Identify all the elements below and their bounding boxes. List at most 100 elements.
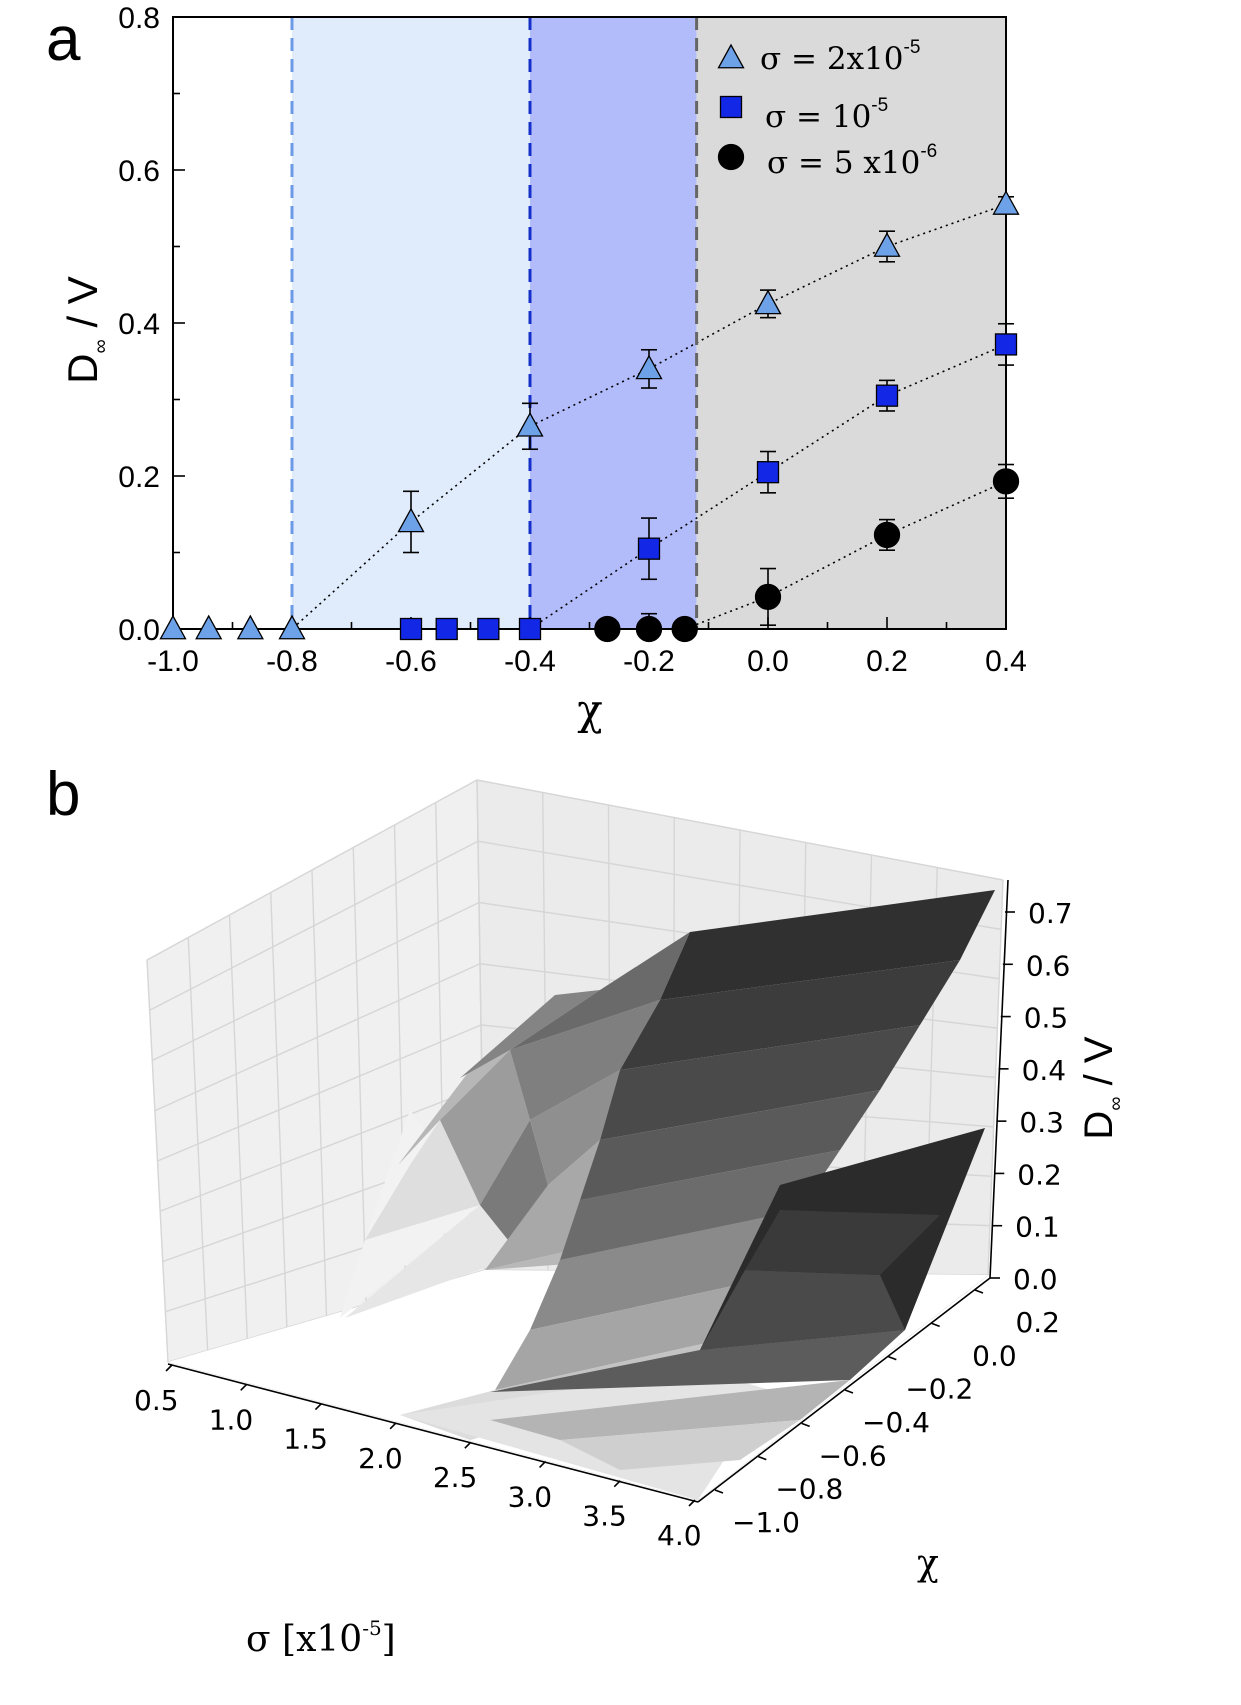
sigma-tick (314, 1403, 322, 1411)
triangle-point (873, 232, 901, 257)
sigma-tick (389, 1422, 397, 1430)
x-tick-label: -1.0 (147, 645, 199, 678)
panel-b-chi-axis-title: χ (917, 1543, 939, 1584)
surface-facet (530, 1070, 620, 1185)
triangle-point (516, 411, 544, 437)
triangle-point (195, 614, 223, 640)
panel-b-sigma-axis-title: σ [x10-5] (246, 1616, 396, 1660)
triangle-point (992, 190, 1020, 215)
chi-tick (844, 1389, 854, 1394)
surface-facet (620, 960, 960, 1070)
sigma-tick (539, 1460, 547, 1468)
surface-facet (660, 890, 995, 1000)
chi-tick (888, 1355, 897, 1361)
legend-marker-triangle (717, 43, 745, 69)
square-point (756, 461, 780, 484)
panel-b-tick-marks (165, 911, 1015, 1507)
panel-a-y-tick-labels: 0.0 0.2 0.4 0.6 0.8 (118, 2, 160, 647)
chi-tick (714, 1489, 724, 1494)
grid-line (146, 779, 478, 961)
legend-marker-square (719, 95, 743, 119)
d-tick-label: 0.4 (1022, 1054, 1067, 1087)
surface-facet (580, 1090, 880, 1200)
x-tick-label: -0.8 (266, 645, 318, 678)
surface-facet (495, 1280, 760, 1390)
sigma-tick-label: 3.0 (508, 1480, 553, 1513)
x-tick-label: -0.6 (385, 645, 437, 678)
y-tick-label: 0.0 (118, 614, 160, 647)
circle-point (992, 468, 1020, 495)
triangle-point (278, 614, 306, 640)
surface-facet (460, 990, 600, 1078)
chi-tick (931, 1322, 940, 1328)
panel-a-legend: σ = 2x10-5 σ = 10-5 σ = 5 x10-6 (717, 37, 937, 181)
chi-tick-label: −0.6 (819, 1439, 887, 1472)
panel-a-y-axis-title: D∞ / V (59, 276, 112, 384)
surface-facet (560, 1420, 800, 1470)
surface-facet (510, 1000, 660, 1120)
y-tick-label: 0.4 (118, 308, 160, 341)
triangle-point (159, 614, 187, 640)
d-tick-label: 0.3 (1019, 1106, 1064, 1139)
x-tick-label: 0.2 (866, 645, 908, 678)
grid-line (157, 1024, 482, 1162)
grid-line (151, 901, 480, 1062)
square-point (399, 617, 423, 641)
circle-point (594, 615, 621, 643)
surface-facet (345, 1165, 522, 1318)
chi-tick-label: −0.4 (862, 1406, 930, 1439)
surface-facet (745, 1210, 940, 1275)
sigma-tick (240, 1383, 248, 1391)
square-point (994, 333, 1018, 356)
square-point (435, 617, 458, 641)
panel-b-sigma-tick-labels: 0.5 1.0 1.5 2.0 2.5 3.0 3.5 4.0 (134, 1384, 702, 1552)
y-tick-label: 0.8 (118, 2, 160, 35)
chi-tick-label: −1.0 (732, 1506, 800, 1539)
panel-a-x-axis-title: χ (577, 685, 602, 734)
panel-b-d-axis-title: D∞ / V (1077, 1036, 1127, 1139)
panel-b-chi-tick-labels: −1.0−0.8−0.6−0.4−0.20.00.2 (732, 1306, 1060, 1539)
circle-point (635, 615, 663, 643)
shaded-region-1 (530, 17, 697, 629)
square-point (637, 537, 661, 560)
surface-facet (490, 1380, 850, 1440)
panel-b-letter: b (46, 760, 80, 829)
surface-facet (530, 1210, 800, 1330)
x-tick-label: 0.0 (747, 645, 789, 678)
chi-tick (801, 1422, 810, 1428)
surface-facet (560, 1150, 840, 1260)
sigma-axis-line (167, 1363, 699, 1503)
triangle-point (236, 614, 264, 640)
square-point (477, 617, 500, 641)
legend-marker-circle (717, 143, 745, 171)
x-tick-label: -0.4 (504, 645, 556, 678)
circle-point (754, 583, 782, 611)
sigma-tick-label: 1.5 (283, 1423, 328, 1456)
panel-a-data-points (159, 190, 1020, 643)
sigma-tick (688, 1499, 696, 1507)
surface-facet (490, 1330, 905, 1392)
surface-facet (365, 1120, 480, 1240)
surface-facet (600, 1025, 920, 1140)
grid-line (476, 779, 1004, 881)
grid-line (154, 963, 481, 1112)
chi-axis-line (697, 1277, 991, 1503)
sigma-tick-label: 1.0 (209, 1403, 254, 1436)
grid-line (159, 1085, 483, 1212)
panel-b-axes (167, 879, 1009, 1503)
panel-a-threshold-lines (290, 17, 699, 629)
circle-point (873, 521, 901, 549)
d-tick-label: 0.2 (1017, 1158, 1062, 1191)
chi-tick-label: 0.0 (972, 1339, 1017, 1372)
sigma-tick-label: 2.0 (358, 1442, 403, 1475)
panel-a-shaded-regions (292, 17, 1006, 629)
panel-a-x-tick-labels: -1.0 -0.8 -0.6 -0.4 -0.2 0.0 0.2 0.4 (147, 645, 1027, 678)
panel-b-surface (168, 890, 995, 1500)
triangle-point (754, 289, 782, 315)
chi-tick-label: −0.2 (905, 1373, 973, 1406)
legend-entry-1: σ = 10-5 (765, 95, 888, 135)
triangle-point (635, 354, 663, 380)
legend-entry-0: σ = 2x10-5 (760, 37, 920, 77)
sigma-tick (464, 1441, 472, 1449)
legend-entry-2: σ = 5 x10-6 (767, 141, 937, 181)
